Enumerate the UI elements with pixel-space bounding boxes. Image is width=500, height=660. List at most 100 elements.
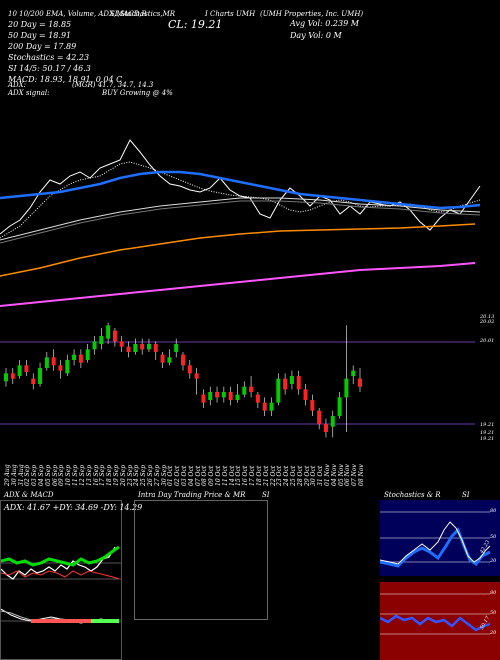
candle-body [337,397,342,416]
rsi-line [380,614,491,632]
candle-body [187,365,192,374]
candle-body [330,416,335,427]
candle-body [24,365,29,372]
candle-body [72,354,77,360]
candle-body [58,365,63,371]
header-company: (UMH Properties, Inc. UMH) [260,10,364,18]
candle-body [160,354,165,363]
candle-body [323,424,328,432]
macd-histogram [31,619,119,623]
stoch-panel: 80 50 20 42.23 80 50 20 50.17 [380,500,500,660]
macd-label: MACD: 18.93, 18.91, 0.04 C [8,75,123,84]
candle-body [317,410,322,424]
candle-body [228,392,233,400]
date-tick-label: 17 Oct [249,465,257,486]
candle-body [283,378,288,390]
candle-body [133,344,138,352]
candle-body [235,394,240,400]
candle-body [221,392,226,398]
date-tick-label: 27 Sep [153,464,161,486]
ema100-line [0,197,481,241]
si-label: SI 14/5: 50.17 / 46.3 [8,64,91,73]
header-tagline: 10 10/200 EMA, Volume, ADX,MACD,R [8,10,147,18]
candle-body [78,354,83,363]
date-tick-label: 28 Oct [296,465,304,486]
price-level-top1: 20.13 [480,314,495,320]
candle-body [112,330,117,342]
price-level-mid: 20.01 [480,338,495,344]
date-tick-label: 12 Sep [78,464,86,486]
close-price-line [0,139,481,235]
stochastics-label: Stochastics = 42.23 [8,53,90,62]
adx-signal: BUY Growing @ 4% [102,89,173,97]
candle-body [44,357,49,368]
candle-body [65,360,70,374]
avg-volume: Avg Vol: 0.239 M [290,19,359,28]
date-tick-label: 29 Aug [4,464,11,486]
ema50-label: 50 Day = 18.91 [8,31,72,40]
stoch-chart [380,500,500,660]
date-tick-label: 04 Oct [187,465,195,486]
date-tick-label: 20 Sep [119,464,127,486]
rsi-tick-20: 20 [490,630,497,636]
stoch-tick-20: 20 [490,558,497,564]
price-level-low1: 19.21 [480,422,495,428]
long-term-line [0,262,476,307]
main-chart: 10 10/200 EMA, Volume, ADX,MACD,R SI,Sto… [0,0,500,320]
adx-macd-panel: ADX: 41.67 +DY: 34.69 -DY: 14.29 [0,500,142,660]
candle-body [99,336,104,344]
date-tick-label: 21 Oct [262,465,270,486]
date-tick-label: 01 Nov [323,464,331,486]
candle-body [174,344,179,352]
stoch-suffix: SI [462,491,470,499]
price-level-low2: 19.21 [480,430,495,436]
candlestick-chart [0,322,475,438]
candle-body [38,368,43,384]
candle-body [146,344,151,350]
stoch-tick-50: 50 [490,534,497,540]
adx-values-text: ADX: 41.67 +DY: 34.69 -DY: 14.29 [4,503,143,512]
date-axis: 29 Aug 30 Aug 31 Aug 02 Sep 03 Sep 04 Sep 05 S… [0,458,480,488]
adx-label: ADX: [8,81,27,89]
candle-body [92,341,97,350]
minus-di-line [1,570,120,580]
candle-body [126,346,131,352]
candle-body [201,394,206,403]
candle-body [119,341,124,347]
ema100-line-inner [0,200,481,244]
candle-body [167,357,172,363]
day-volume: Day Vol: 0 M [290,31,342,40]
date-tick-label: 04 Sep [38,464,46,486]
candle-body [351,370,356,376]
stoch-d-line [380,521,491,565]
price-level-low3: 19.21 [480,436,495,442]
candle-body [289,376,294,384]
candle-body [296,376,301,390]
date-tick-label: 03 Oct [181,465,188,486]
adx-line [1,546,116,580]
candle-body [106,325,111,339]
candle-body [4,373,8,382]
candle-body [51,357,56,366]
stoch-tick-80: 80 [490,508,497,514]
candle-body [344,378,349,398]
ema20-line [0,161,481,239]
candle-body [140,344,145,350]
date-tick-label: 04 Nov [330,464,338,486]
candle-body [208,392,213,400]
adx-values: (MGR) 41.7, 34.7, 14.3 [72,81,154,89]
rsi-tick-50: 50 [490,610,497,616]
close-price: CL: 19.21 [168,18,223,31]
ema20-label: 20 Day = 18.85 [8,20,72,29]
candle-body [85,349,90,360]
candle-body [17,365,22,376]
ema50-line [0,170,481,210]
candle-body [153,344,158,352]
date-tick-label: 30 Aug [10,464,18,486]
ema200-label: 200 Day = 17.89 [8,42,77,51]
candle-body [181,354,185,366]
adx-mini-chart [1,545,121,624]
date-tick-label: 10 Oct [215,465,223,486]
candlestick-panel: 20.13 20.02 20.01 19.21 19.21 19.21 [0,312,500,457]
date-tick-label: 08 Nov [358,464,365,486]
